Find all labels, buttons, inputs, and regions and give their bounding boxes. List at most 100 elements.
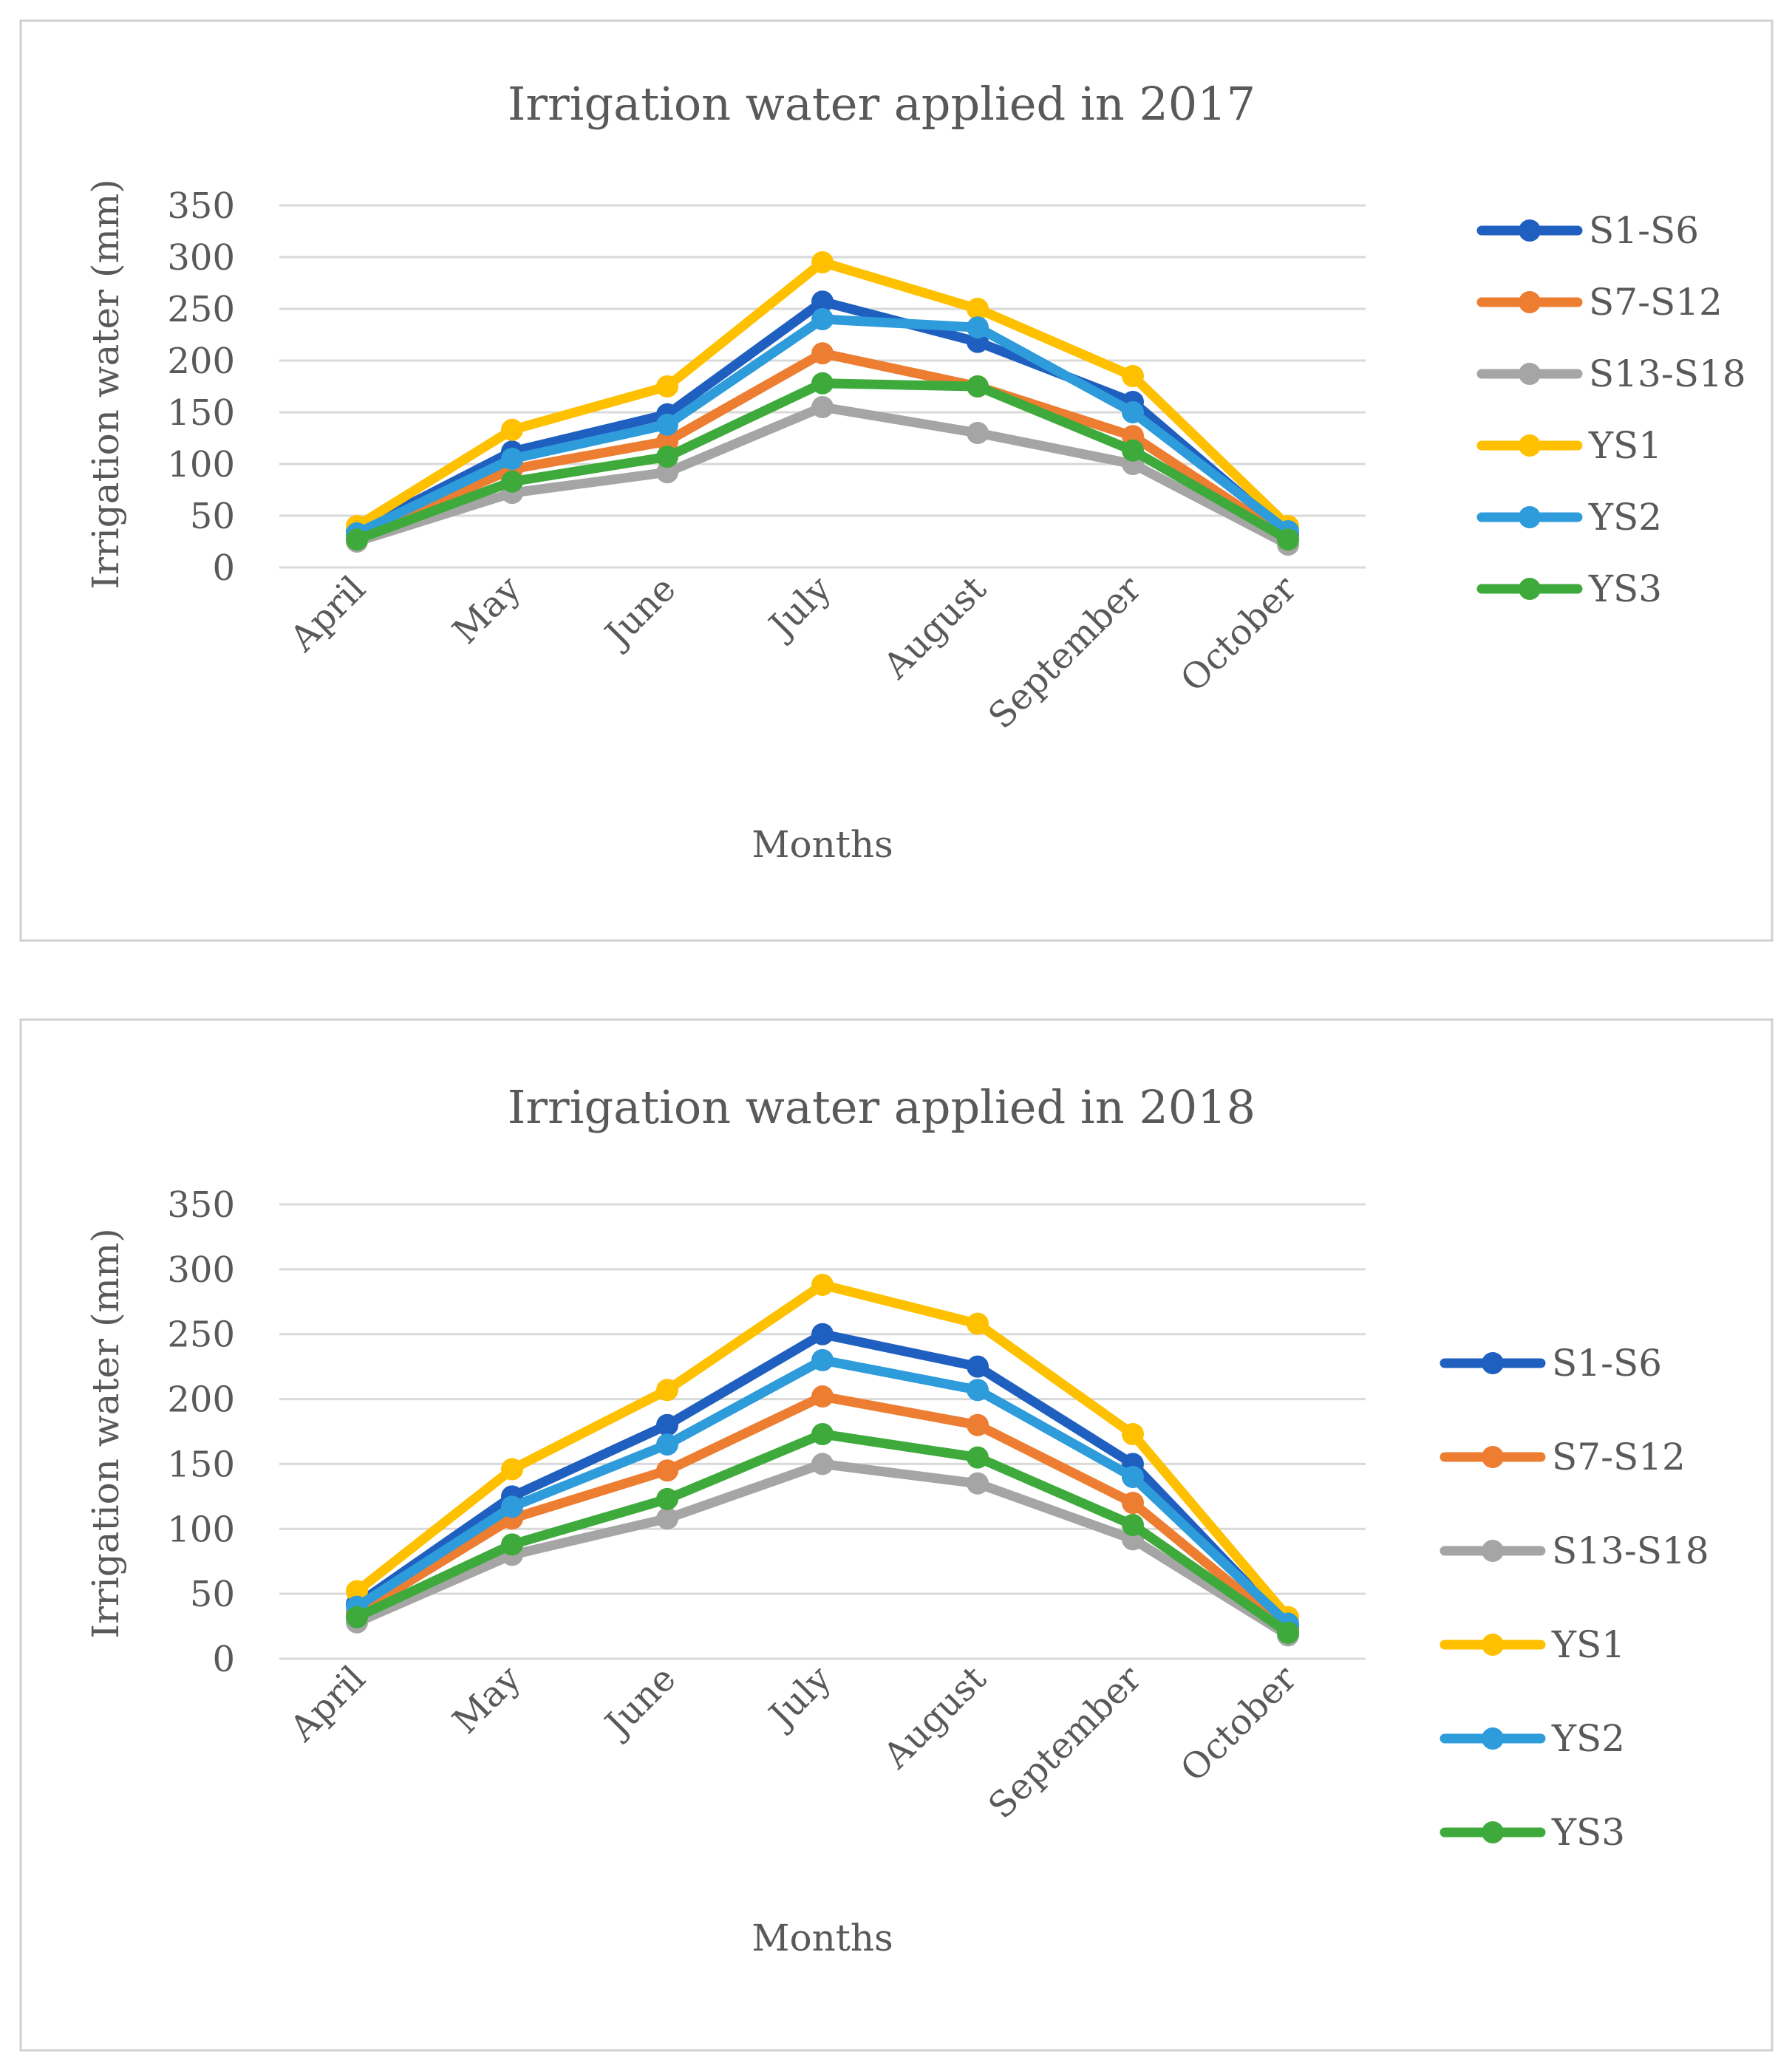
legend-item-ys3: YS3: [1440, 1811, 1625, 1854]
chart-frame: [19, 1018, 1774, 2052]
series-ys2: [346, 1348, 1299, 1635]
data-point-s13-s18-june: [656, 461, 678, 484]
legend-label-s7-s12: S7-S12: [1552, 1436, 1686, 1478]
legend-label-s7-s12: S7-S12: [1589, 281, 1723, 324]
chart-2017: Irrigation water applied in 2017 0 50 100 15…: [0, 0, 1792, 1005]
chart-2018: Irrigation water applied in 2018 0 50 100 15…: [0, 1012, 1792, 2061]
data-point-ys1-april: [346, 1580, 368, 1603]
data-point-ys1-may: [501, 1458, 523, 1481]
y-tick-label-150: 150: [167, 392, 235, 434]
y-tick-label-50: 50: [190, 1574, 235, 1615]
data-point-ys3-may: [501, 470, 523, 493]
data-point-s13-s18-august: [967, 1472, 989, 1495]
y-tick-label-250: 250: [167, 1314, 235, 1356]
data-point-ys1-may: [501, 418, 523, 441]
data-point-ys2-september: [1122, 401, 1144, 423]
chart-title: Irrigation water applied in 2017: [508, 77, 1256, 131]
data-point-ys1-august: [967, 1312, 989, 1335]
legend-marker-s13-s18: [1482, 1540, 1504, 1562]
x-axis-label: Months: [752, 1917, 893, 1959]
data-point-ys2-may: [501, 1495, 523, 1518]
chart-frame: [19, 19, 1774, 942]
data-point-ys3-october: [1277, 528, 1299, 551]
data-point-s7-s12-august: [967, 1413, 989, 1436]
y-tick-label-300: 300: [167, 1249, 235, 1291]
legend-marker-ys2: [1482, 1727, 1504, 1750]
legend-item-s1-s6: S1-S6: [1440, 1342, 1662, 1385]
legend-marker-ys1: [1482, 1634, 1504, 1656]
series-ys1: [346, 1273, 1299, 1628]
legend-marker-s13-s18: [1519, 363, 1541, 385]
legend-item-s7-s12: S7-S12: [1440, 1436, 1686, 1478]
legend-item-ys1: YS1: [1476, 424, 1662, 467]
legend-marker-ys3: [1482, 1821, 1504, 1843]
data-point-ys2-august: [967, 1379, 989, 1402]
chart-svg-2018: Irrigation water applied in 2018 0 50 100 15…: [19, 1018, 1774, 2052]
data-point-s7-s12-june: [656, 430, 678, 453]
data-point-ys1-june: [656, 1379, 678, 1402]
legend-item-s13-s18: S13-S18: [1476, 352, 1746, 395]
legend-label-s13-s18: S13-S18: [1589, 352, 1746, 395]
chart-title: Irrigation water applied in 2018: [508, 1080, 1256, 1134]
y-tick-label-350: 350: [167, 1184, 235, 1226]
data-point-ys2-july: [811, 308, 834, 330]
data-point-s1-s6-july: [811, 1323, 834, 1345]
y-tick-label-0: 0: [212, 1639, 235, 1680]
data-point-ys3-october: [1277, 1621, 1299, 1644]
data-point-s1-s6-july: [811, 290, 834, 313]
data-point-ys2-june: [656, 413, 678, 436]
legend-marker-s7-s12: [1519, 291, 1541, 313]
legend-marker-ys1: [1519, 434, 1541, 457]
y-tick-label-100: 100: [167, 444, 235, 485]
legend: S1-S6 S7-S12 S13-S18 YS1 YS2 YS3: [1440, 1342, 1709, 1854]
legend-item-ys3: YS3: [1476, 567, 1662, 610]
legend-marker-ys2: [1519, 506, 1541, 528]
y-tick-label-350: 350: [167, 185, 235, 227]
data-point-ys3-july: [811, 372, 834, 395]
data-point-s1-s6-august: [967, 1355, 989, 1378]
data-point-s13-s18-july: [811, 1453, 834, 1475]
data-point-s7-s12-july: [811, 342, 834, 365]
data-point-ys3-may: [501, 1533, 523, 1556]
legend-label-ys3: YS3: [1551, 1811, 1625, 1854]
y-tick-label-200: 200: [167, 1379, 235, 1421]
legend-marker-ys3: [1519, 578, 1541, 600]
legend-item-ys2: YS2: [1476, 496, 1662, 539]
legend-label-ys1: YS1: [1551, 1623, 1625, 1666]
legend-label-s13-s18: S13-S18: [1552, 1529, 1709, 1572]
data-point-ys2-june: [656, 1433, 678, 1456]
data-point-ys1-september: [1122, 365, 1144, 387]
data-point-ys2-july: [811, 1348, 834, 1371]
data-point-ys3-june: [656, 446, 678, 468]
data-point-ys3-august: [967, 375, 989, 398]
data-point-ys3-april: [346, 528, 368, 551]
data-point-s7-s12-june: [656, 1459, 678, 1482]
data-point-ys1-july: [811, 251, 834, 273]
data-point-ys2-september: [1122, 1466, 1144, 1488]
data-point-ys3-july: [811, 1423, 834, 1446]
data-point-ys1-august: [967, 298, 989, 320]
y-tick-label-0: 0: [212, 547, 235, 589]
legend-label-ys3: YS3: [1588, 567, 1662, 610]
y-axis-label: Irrigation water (mm): [84, 179, 127, 590]
y-tick-label-250: 250: [167, 289, 235, 330]
chart-svg-2017: Irrigation water applied in 2017 0 50 100 15…: [19, 19, 1774, 942]
data-point-ys3-august: [967, 1446, 989, 1469]
data-point-ys3-june: [656, 1487, 678, 1510]
data-point-s1-s6-june: [656, 1413, 678, 1436]
y-axis-label: Irrigation water (mm): [84, 1228, 127, 1639]
data-point-s7-s12-september: [1122, 1492, 1144, 1515]
legend-item-s1-s6: S1-S6: [1476, 209, 1699, 252]
legend-marker-s1-s6: [1482, 1352, 1504, 1374]
legend-item-s13-s18: S13-S18: [1440, 1529, 1709, 1572]
y-tick-label-100: 100: [167, 1509, 235, 1550]
y-tick-label-200: 200: [167, 341, 235, 382]
y-tick-label-50: 50: [190, 496, 235, 537]
legend-label-ys2: YS2: [1551, 1717, 1625, 1760]
data-point-ys1-july: [811, 1273, 834, 1296]
y-tick-label-300: 300: [167, 237, 235, 279]
series-ys3: [346, 372, 1299, 551]
y-tick-label-150: 150: [167, 1444, 235, 1485]
series-ys3: [346, 1423, 1299, 1644]
data-point-s13-s18-june: [656, 1507, 678, 1530]
